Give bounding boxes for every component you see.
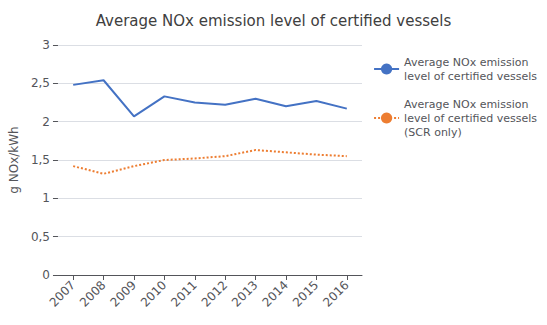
svg-text:2016: 2016: [320, 278, 351, 309]
svg-text:2011: 2011: [168, 278, 199, 309]
svg-text:2,5: 2,5: [31, 76, 50, 90]
svg-text:g NOx/kWh: g NOx/kWh: [7, 126, 21, 193]
svg-text:2008: 2008: [77, 278, 108, 309]
svg-text:1: 1: [42, 191, 50, 205]
svg-text:2010: 2010: [138, 278, 169, 309]
svg-text:level of certified vessels: level of certified vessels: [404, 70, 537, 83]
svg-text:2007: 2007: [47, 278, 78, 309]
svg-text:Average NOx emission: Average NOx emission: [404, 56, 528, 69]
svg-text:level of certified vessels: level of certified vessels: [404, 112, 537, 125]
svg-text:Average NOx emission: Average NOx emission: [404, 98, 528, 111]
svg-text:2012: 2012: [199, 278, 230, 309]
svg-text:(SCR only): (SCR only): [404, 126, 462, 139]
svg-text:Average NOx emission level of: Average NOx emission level of certified …: [96, 12, 452, 30]
svg-text:1,5: 1,5: [31, 153, 50, 167]
svg-text:2009: 2009: [107, 278, 138, 309]
svg-text:2014: 2014: [259, 278, 290, 309]
svg-text:0: 0: [42, 268, 50, 282]
svg-text:2013: 2013: [229, 278, 260, 309]
svg-text:3: 3: [42, 38, 50, 52]
svg-text:2: 2: [42, 115, 50, 129]
svg-text:0,5: 0,5: [31, 230, 50, 244]
svg-text:2015: 2015: [290, 278, 321, 309]
